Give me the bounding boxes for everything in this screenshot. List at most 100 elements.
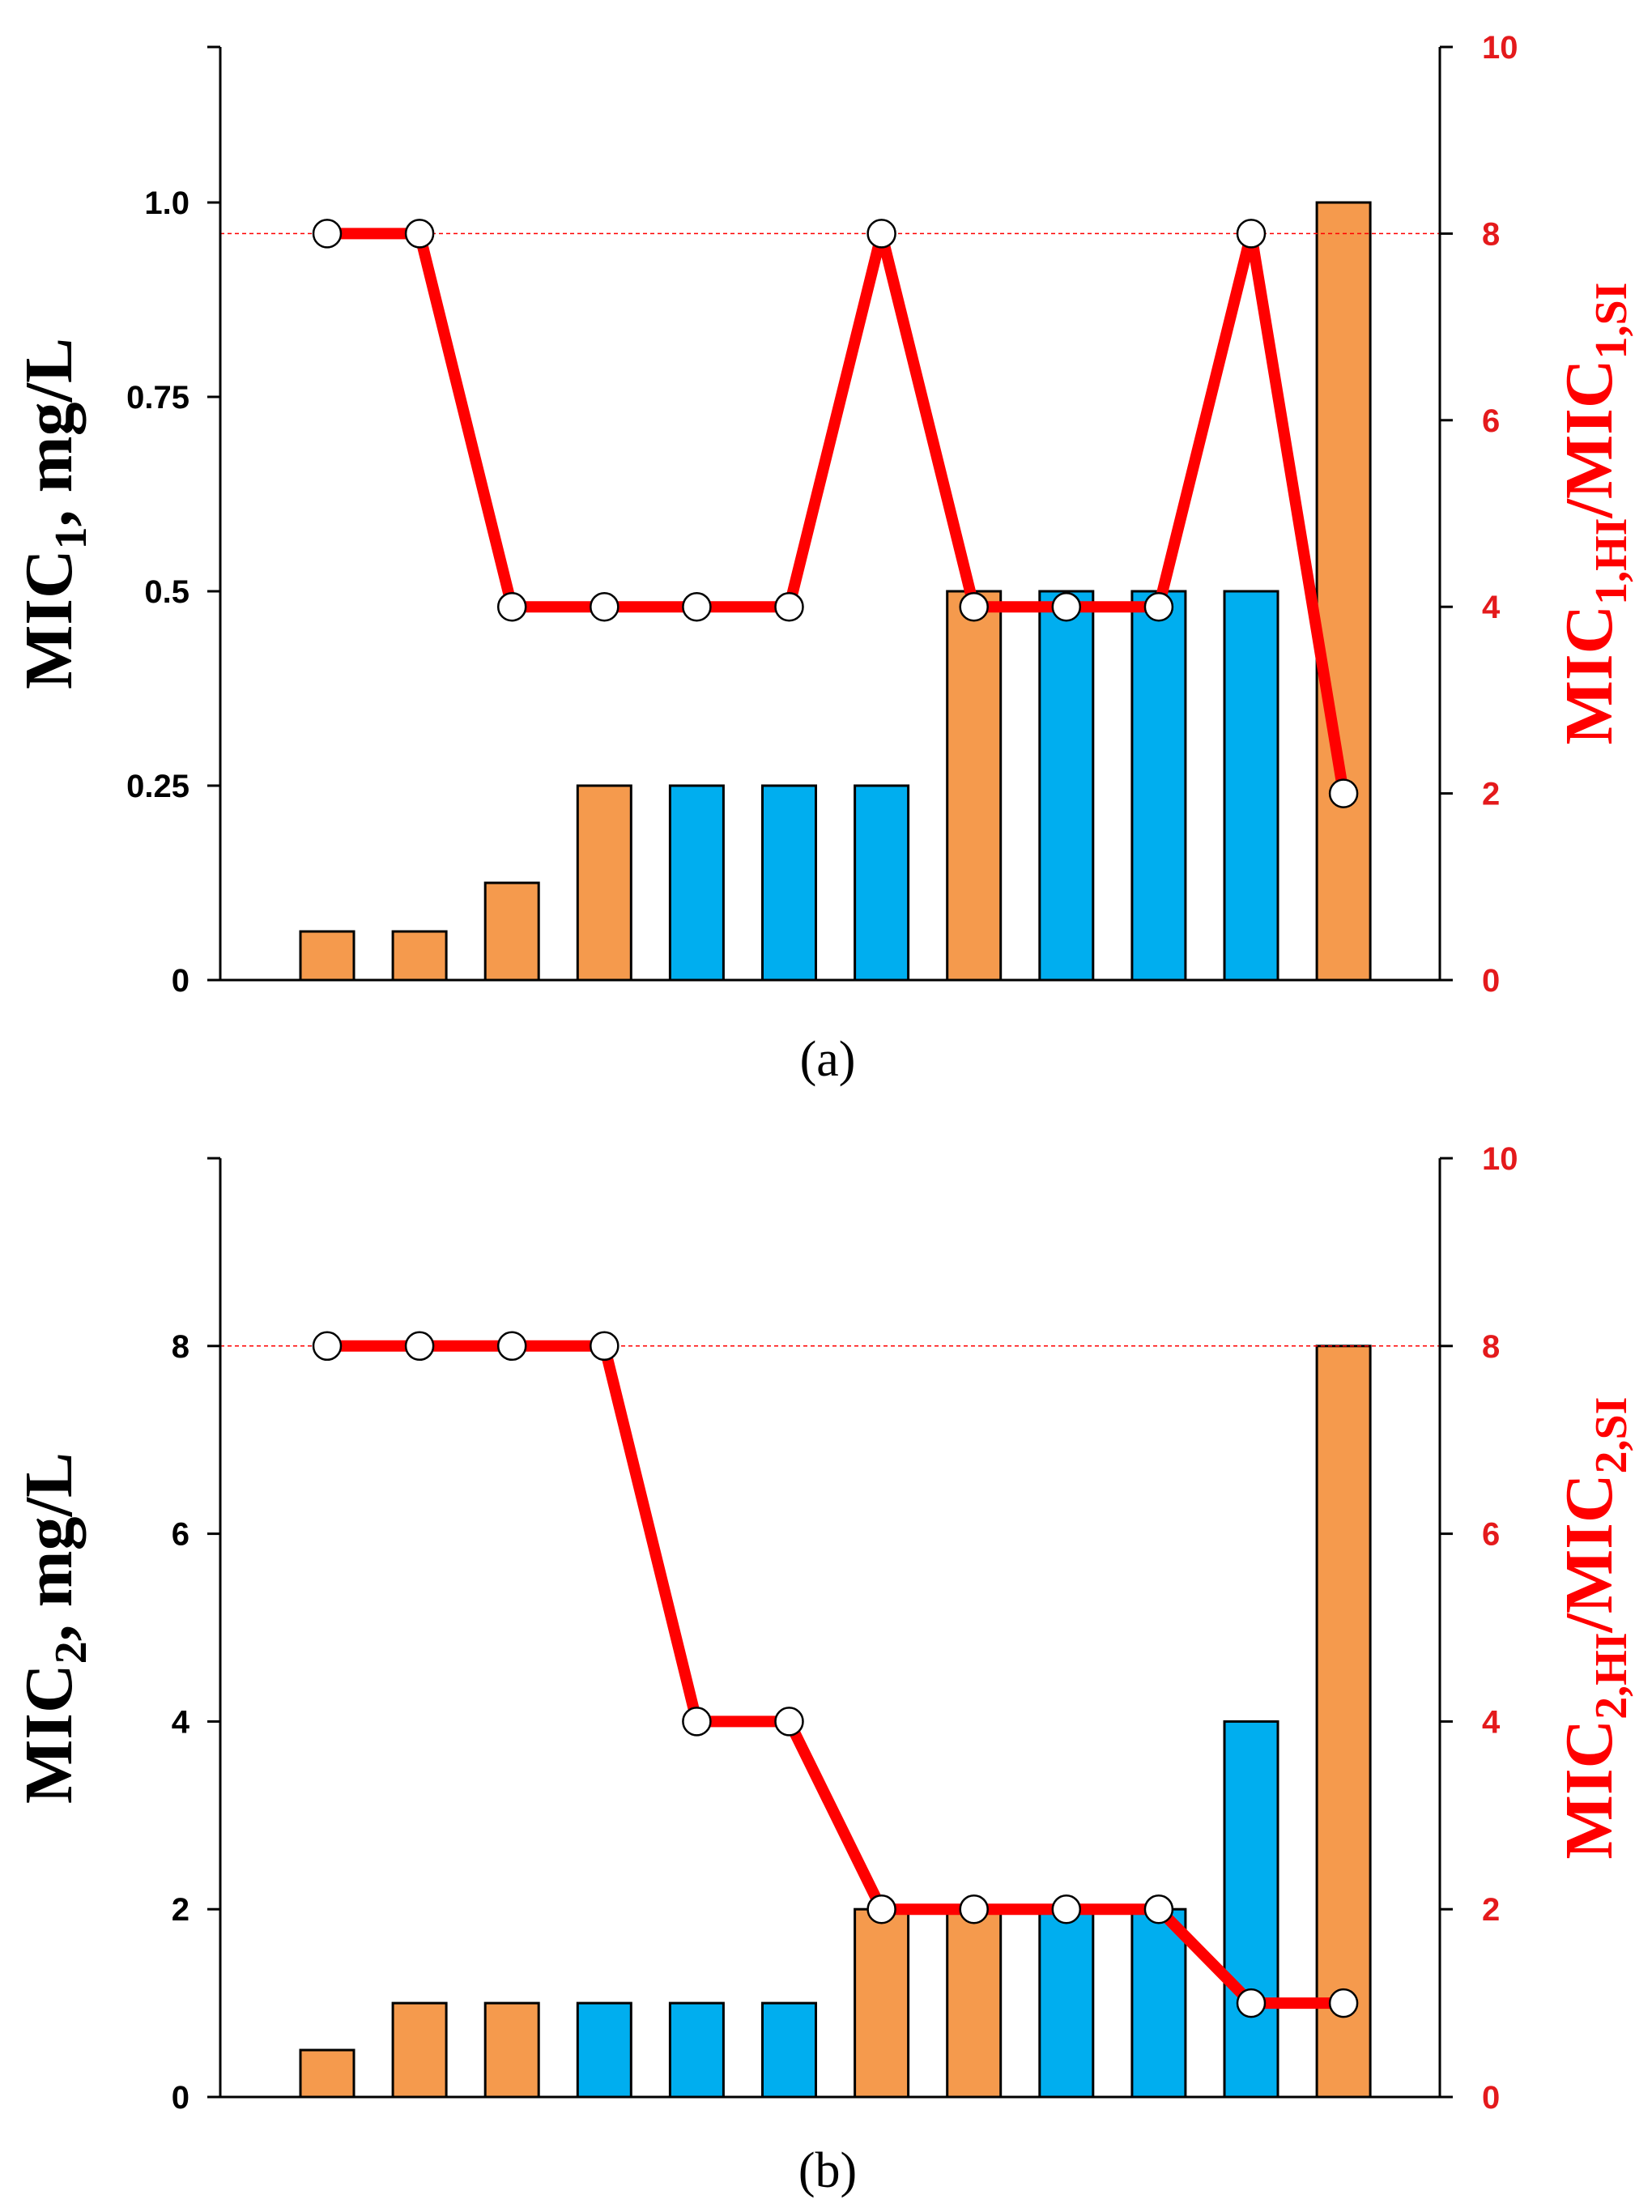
panel-b-right-tick-label: 8 xyxy=(1482,1329,1500,1365)
panel-a-left-tick-label: 0 xyxy=(172,963,189,999)
panel-a-ratio-point-12 xyxy=(1328,778,1359,808)
panel-a-right-tick-label: 8 xyxy=(1482,216,1500,252)
panel-a-ratio-point-5 xyxy=(682,591,712,622)
panel-a-ratio-point-8 xyxy=(959,591,989,622)
panel-b-left-axis-label: MIC2, mg/L xyxy=(11,1452,96,1804)
panel-a-bar-4 xyxy=(576,784,632,982)
panel-a-bar-11 xyxy=(1223,590,1279,982)
panel-b-bar-7 xyxy=(854,1907,910,2099)
panel-b-ratio-point-1 xyxy=(312,1331,343,1362)
panel-b-ratio-point-12 xyxy=(1328,1988,1359,2018)
panel-b-bar-5 xyxy=(668,2001,725,2099)
panel-b-bar-11 xyxy=(1223,1720,1279,2099)
panel-b-rlabel-p2: /MIC xyxy=(1552,1473,1627,1633)
panel-a-bar-5 xyxy=(668,784,725,982)
panel-b-right-ticks: 0 2 4 6 8 10 xyxy=(1440,1141,1518,2116)
panel-a-rlabel-s1: 1,HI xyxy=(1586,518,1637,604)
panel-a-ratio-point-4 xyxy=(590,591,620,622)
panel-a-left-tick-label: 0.5 xyxy=(144,574,189,610)
panel-a-right-tick-label: 4 xyxy=(1482,590,1501,625)
panel-a-ylabel-sub: 1 xyxy=(46,526,96,549)
panel-a-ratio-point-3 xyxy=(496,591,527,622)
panel-a-bar-10 xyxy=(1130,590,1187,982)
panel-a-right-axis-label: MIC1,HI/MIC1,SI xyxy=(1552,283,1637,745)
panel-b-bar-8 xyxy=(946,1907,1003,2099)
panel-b-bar-1 xyxy=(299,2048,356,2099)
panel-a-right-ticks: 0 2 4 6 8 10 xyxy=(1440,30,1518,999)
panel-a-bar-2 xyxy=(391,930,448,982)
panel-b-right-tick-label: 10 xyxy=(1482,1141,1518,1177)
panel-a-bar-6 xyxy=(761,784,817,982)
panel-b-right-tick-label: 2 xyxy=(1482,1892,1500,1928)
panel-a-right-tick-label: 6 xyxy=(1482,403,1500,439)
panel-a-bar-12 xyxy=(1315,201,1372,982)
panel-a-rlabel-p1: MIC xyxy=(1552,605,1627,745)
panel-b-bar-6 xyxy=(761,2001,817,2099)
panel-a-right-tick-label: 2 xyxy=(1482,777,1500,812)
panel-b-ylabel-rest: , mg/L xyxy=(11,1452,87,1641)
panel-a-ylabel-rest: , mg/L xyxy=(11,338,87,526)
panel-a-ratio-point-11 xyxy=(1236,219,1267,249)
panel-a-bar-1 xyxy=(299,930,356,982)
panel-b-bar-3 xyxy=(483,2001,540,2099)
panel-b-left-tick-label: 0 xyxy=(172,2080,189,2116)
panel-a-left-tick-label: 0.75 xyxy=(126,380,189,416)
panel-a-ratio-series xyxy=(312,219,1359,808)
panel-a-rlabel-s2: 1,SI xyxy=(1586,283,1637,360)
panel-b-left-tick-label: 4 xyxy=(172,1704,190,1740)
panel-a-bar-7 xyxy=(854,784,910,982)
panel-b-ratio-point-7 xyxy=(866,1894,896,1924)
panel-b-ylabel-sub: 2 xyxy=(46,1641,96,1664)
panel-b-ratio-point-9 xyxy=(1051,1894,1082,1924)
panel-b-ratio-point-11 xyxy=(1236,1988,1267,2018)
panel-b-ratio-point-6 xyxy=(774,1707,804,1737)
panel-a-bars xyxy=(299,201,1372,982)
panel-a-ratio-point-1 xyxy=(312,219,343,249)
panel-b-ratio-point-5 xyxy=(682,1707,712,1737)
panel-a-ratio-point-6 xyxy=(774,591,804,622)
panel-a-bar-8 xyxy=(946,590,1003,982)
panel-b-right-tick-label: 4 xyxy=(1482,1704,1501,1740)
panel-a-ratio-point-2 xyxy=(404,219,435,249)
panel-b-bar-2 xyxy=(391,2001,448,2099)
panel-b-ratio-point-4 xyxy=(590,1331,620,1362)
panel-b-ratio-point-8 xyxy=(959,1894,989,1924)
panel-a-label: (a) xyxy=(800,1032,856,1087)
panel-a-ratio-point-9 xyxy=(1051,591,1082,622)
panel-b-ratio-line xyxy=(327,1340,1344,2010)
panel-a-left-tick-label: 0.25 xyxy=(126,769,189,804)
panel-b-bar-12 xyxy=(1315,1345,1372,2099)
panel-b-ratio-point-3 xyxy=(496,1331,527,1362)
panel-a-right-tick-label: 10 xyxy=(1482,30,1518,66)
panel-a-ylabel-main: MIC xyxy=(11,549,87,689)
panel-b-bar-10 xyxy=(1130,1907,1187,2099)
panel-b-ylabel-main: MIC xyxy=(11,1664,87,1804)
panel-a-bar-9 xyxy=(1038,590,1095,982)
panel-b-bar-9 xyxy=(1038,1907,1095,2099)
panel-b-rlabel-p1: MIC xyxy=(1552,1720,1627,1860)
panel-b-left-tick-label: 8 xyxy=(172,1329,189,1365)
panel-a-left-tick-label: 1.0 xyxy=(144,185,189,221)
panel-b-bar-4 xyxy=(576,2001,632,2099)
panel-a-left-ticks: 0 0.25 0.5 0.75 1.0 xyxy=(126,45,220,999)
panel-a-rlabel-p2: /MIC xyxy=(1552,359,1627,518)
panel-b-right-axis-label: MIC2,HI/MIC2,SI xyxy=(1552,1397,1637,1860)
panel-b-rlabel-s1: 2,HI xyxy=(1586,1632,1637,1719)
panel-b-left-ticks: 0 2 4 6 8 xyxy=(172,1157,220,2116)
panel-b-left-tick-label: 2 xyxy=(172,1892,189,1928)
panel-b-right-tick-label: 6 xyxy=(1482,1517,1500,1553)
panel-b-right-tick-label: 0 xyxy=(1482,2080,1500,2116)
panel-b-rlabel-s2: 2,SI xyxy=(1586,1397,1637,1474)
panel-b-ratio-point-2 xyxy=(404,1331,435,1362)
panel-a-right-tick-label: 0 xyxy=(1482,963,1500,999)
panel-b-ratio-series xyxy=(312,1331,1359,2018)
panel-a-ratio-point-7 xyxy=(866,219,896,249)
panel-a-ratio-point-10 xyxy=(1143,591,1174,622)
panel-b-bars xyxy=(299,1345,1372,2099)
panel-a-bar-3 xyxy=(483,881,540,982)
panel-b-ratio-point-10 xyxy=(1143,1894,1174,1924)
panel-b-label: (b) xyxy=(798,2143,857,2198)
